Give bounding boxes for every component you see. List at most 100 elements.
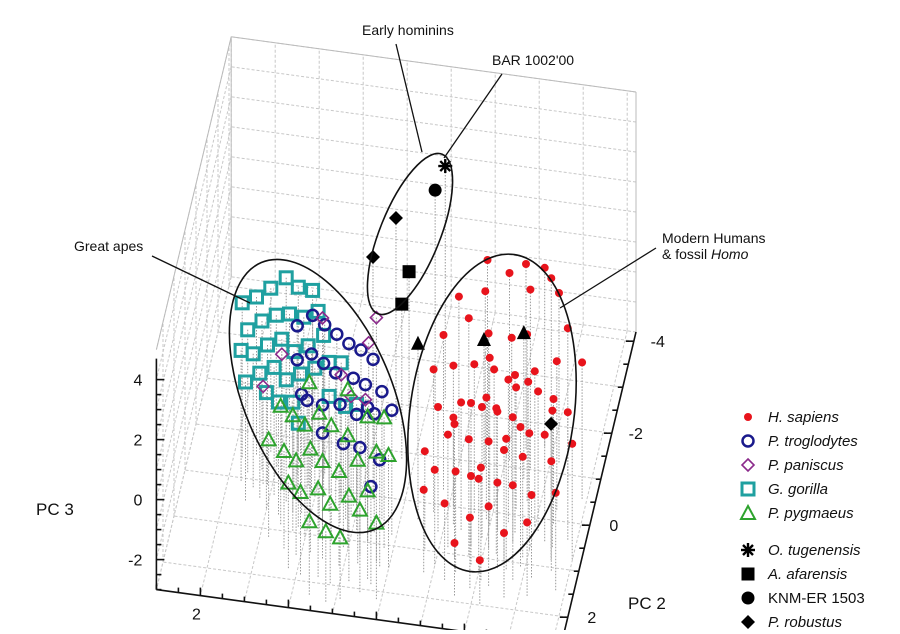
point-p-robustus	[388, 211, 403, 226]
point-h-sapiens	[482, 393, 491, 402]
back-wall-gridline	[231, 246, 637, 303]
point-p-troglodytes	[290, 353, 304, 367]
point-h-sapiens	[500, 529, 508, 537]
legend-item-h-sapiens: H. sapiens	[738, 405, 865, 429]
point-fossil-homo	[410, 335, 425, 350]
legend-marker	[741, 434, 755, 448]
legend-label: A. afarensis	[768, 565, 848, 583]
open-circle-icon	[741, 434, 755, 448]
point-g-gorilla	[300, 338, 316, 354]
point-p-troglodytes	[385, 403, 399, 417]
legend-item-p-paniscus: P. paniscus	[738, 453, 865, 477]
annotation-fossil-text: & fossil	[662, 246, 712, 262]
point-p-troglodytes	[315, 426, 330, 440]
bar-leader	[443, 73, 503, 159]
annotation-bar-1002: BAR 1002'00	[492, 52, 575, 68]
back-wall-gridline	[231, 96, 637, 153]
point-h-sapiens	[450, 539, 459, 547]
point-h-sapiens	[430, 465, 439, 474]
asterisk-icon	[741, 543, 755, 557]
point-p-troglodytes	[333, 397, 347, 412]
pc2-tick-label: -4	[651, 334, 665, 351]
point-p-pygmaeus	[284, 406, 302, 423]
point-h-sapiens	[420, 447, 429, 456]
legend-label: P. troglodytes	[768, 432, 858, 450]
pc2-axis-line	[563, 331, 637, 630]
point-p-troglodytes	[353, 440, 367, 455]
legend-marker	[741, 567, 755, 581]
point-h-sapiens	[522, 260, 530, 268]
point-g-gorilla	[305, 282, 321, 298]
point-h-sapiens	[534, 387, 543, 396]
pc3-tick-label: 2	[133, 433, 142, 450]
point-h-sapiens	[508, 413, 517, 422]
point-p-pygmaeus	[321, 494, 339, 511]
point-h-sapiens	[485, 353, 494, 362]
point-h-sapiens	[540, 263, 549, 272]
legend-gap	[738, 525, 865, 538]
annotation-homo-text: Homo	[711, 246, 749, 262]
left-wall-gridline	[155, 186, 232, 500]
point-h-sapiens	[470, 360, 479, 369]
point-g-gorilla	[252, 365, 268, 381]
point-g-gorilla	[240, 322, 256, 338]
pc2-tick-label: -2	[629, 426, 643, 443]
pc1-axis-line	[156, 588, 459, 630]
legend-label: O. tugenensis	[768, 541, 861, 559]
point-p-pygmaeus	[313, 451, 332, 468]
point-h-sapiens	[440, 499, 449, 508]
point-p-pygmaeus	[287, 451, 305, 468]
legend-item-o-tugenensis: O. tugenensis	[738, 538, 865, 562]
filled-circle-icon	[744, 413, 752, 421]
point-h-sapiens	[502, 434, 511, 443]
point-h-sapiens	[507, 333, 516, 342]
point-h-sapiens	[511, 371, 519, 379]
group-ellipses	[228, 152, 577, 573]
point-p-pygmaeus	[317, 522, 335, 539]
point-h-sapiens	[512, 383, 521, 392]
point-p-pygmaeus	[272, 396, 290, 413]
point-g-gorilla	[278, 270, 294, 286]
point-fossil-homo	[516, 325, 531, 340]
annotation-leaders	[151, 43, 657, 309]
axis-title-pc3: PC 3	[36, 500, 74, 519]
legend-item-p-troglodytes: P. troglodytes	[738, 429, 865, 453]
point-p-paniscus	[334, 367, 349, 382]
point-h-sapiens	[523, 518, 532, 527]
point-g-gorilla	[293, 366, 308, 382]
open-triangle-icon	[739, 503, 757, 520]
point-h-sapiens	[450, 420, 459, 428]
point-g-gorilla	[271, 394, 286, 410]
floor-gridline	[464, 318, 540, 630]
point-p-pygmaeus	[291, 482, 310, 499]
point-p-pygmaeus	[379, 445, 398, 462]
point-fossil-homo	[476, 332, 491, 347]
legend-item-g-gorilla: G. gorilla	[738, 477, 865, 501]
point-p-troglodytes	[358, 377, 373, 392]
point-h-sapiens	[547, 457, 556, 466]
left-wall-gridline	[155, 66, 232, 380]
left-wall-gridline	[155, 246, 232, 560]
point-p-troglodytes	[330, 327, 344, 341]
point-h-sapiens	[508, 481, 517, 490]
point-h-sapiens	[493, 478, 502, 487]
back-wall-gridline	[231, 216, 637, 273]
early-hominins-leader	[395, 43, 423, 153]
open-square-icon	[740, 481, 756, 497]
pc3-tick-label: -2	[128, 553, 142, 570]
filled-diamond-icon	[741, 615, 755, 629]
point-h-sapiens	[465, 513, 474, 522]
floor-gridline	[509, 324, 584, 630]
grid	[155, 36, 637, 630]
floor-gridline	[173, 515, 579, 572]
filled-square-icon	[741, 567, 755, 581]
point-knm-er-1503	[428, 183, 442, 197]
point-p-robustus	[544, 416, 559, 431]
point-p-troglodytes	[300, 393, 314, 408]
point-h-sapiens	[548, 406, 557, 415]
box-edge	[231, 36, 637, 93]
legend-label: G. gorilla	[768, 480, 829, 498]
point-p-pygmaeus	[358, 481, 377, 498]
point-p-troglodytes	[316, 356, 331, 371]
point-p-paniscus	[358, 392, 373, 407]
